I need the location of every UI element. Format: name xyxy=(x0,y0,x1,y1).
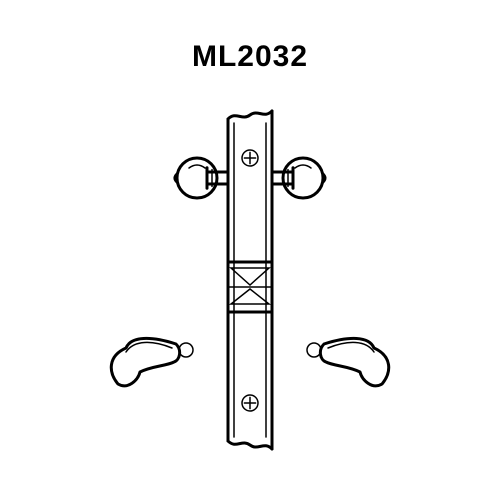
lever-left-handle xyxy=(111,338,179,385)
faceplate-top-edge xyxy=(228,111,272,119)
latch-top-wedge xyxy=(231,268,269,285)
lever-left-hub xyxy=(179,343,193,357)
cylinder-right-highlight xyxy=(295,165,311,168)
cylinder-left-knob xyxy=(177,158,217,198)
lockset-line-drawing xyxy=(0,0,500,500)
latch-bottom-wedge xyxy=(231,289,269,304)
cylinder-left-highlight xyxy=(189,165,205,168)
cylinder-right-knob xyxy=(283,158,323,198)
faceplate-bottom-edge xyxy=(228,441,272,449)
diagram-canvas: ML2032 xyxy=(0,0,500,500)
lever-right-handle xyxy=(320,338,388,385)
lever-right-hub xyxy=(307,343,321,357)
